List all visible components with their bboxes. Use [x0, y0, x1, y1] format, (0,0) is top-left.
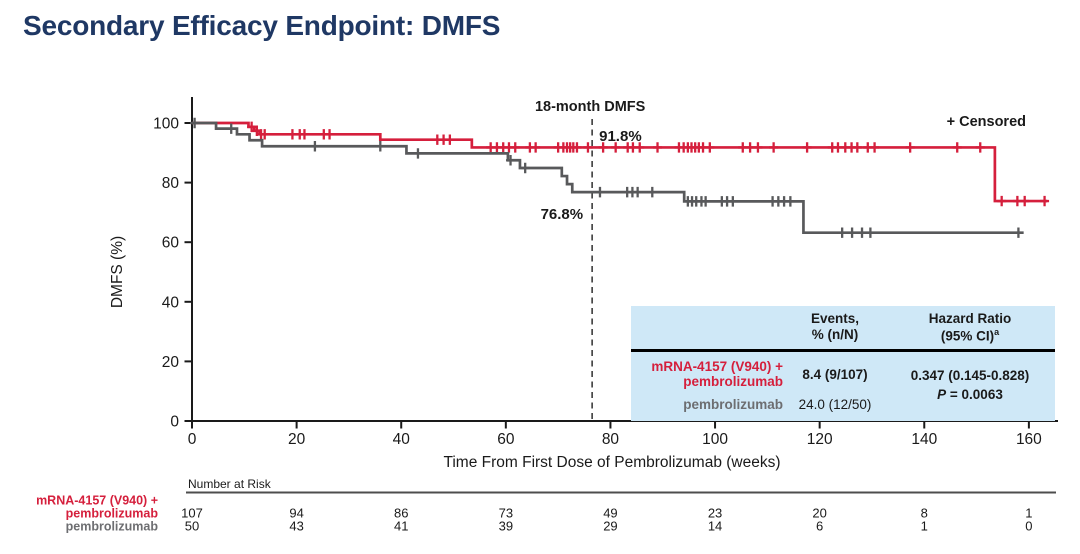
risk-count: 8 [921, 506, 928, 521]
risk-count: 1 [921, 519, 928, 534]
x-axis-title: Time From First Dose of Pembrolizumab (w… [443, 454, 780, 471]
risk-count: 0 [1025, 519, 1032, 534]
censor-marks-mrna4157-pembrolizumab [247, 121, 1050, 207]
rate-label-pembro: 76.8% [541, 206, 584, 223]
timepoint-label: 18-month DMFS [535, 99, 646, 115]
risk-count: 23 [708, 506, 722, 521]
header-hazard-ratio: Hazard Ratio (95% CI)a [928, 311, 1012, 344]
x-tick-label: 100 [702, 431, 728, 448]
hazard-ratio-value: 0.347 (0.145-0.828) P = 0.0063 [910, 367, 1030, 402]
risk-count: 14 [708, 519, 722, 534]
page-title: Secondary Efficacy Endpoint: DMFS [23, 10, 501, 41]
y-tick-label: 100 [153, 116, 179, 133]
y-axis-title: DMFS (%) [109, 236, 126, 308]
risk-count: 94 [289, 506, 303, 521]
annotations: 18-month DMFS 91.8% 76.8% + Censored [535, 99, 1026, 420]
y-tick-label: 60 [162, 235, 180, 252]
y-tick-label: 80 [162, 175, 180, 192]
x-tick-label: 140 [911, 431, 937, 448]
rate-label-mrna: 91.8% [599, 128, 642, 145]
axes: 0 20 40 60 80 100 0 20 40 60 80 100 120 140 160 Time Fr… [109, 97, 1058, 471]
x-tick-label: 160 [1016, 431, 1042, 448]
risk-count: 6 [816, 519, 823, 534]
events-mrna4157: 8.4 (9/107) [802, 366, 868, 382]
results-table-header: Events, % (n/N) Hazard Ratio (95% CI)a [631, 306, 1055, 352]
row-label-pembrolizumab: pembrolizumab [683, 396, 783, 412]
risk-count: 39 [499, 519, 513, 534]
x-tick-label: 20 [288, 431, 306, 448]
header-empty-cell [631, 311, 785, 345]
risk-count: 50 [185, 519, 199, 534]
risk-count: 73 [499, 506, 513, 521]
risk-count: 20 [812, 506, 826, 521]
censor-marks-pembrolizumab [190, 117, 1023, 238]
censored-legend: + Censored [947, 114, 1026, 130]
risk-count: 1 [1025, 506, 1032, 521]
number-at-risk-title: Number at Risk [188, 477, 272, 491]
y-tick-label: 20 [162, 354, 180, 371]
row-label-mrna4157: mRNA-4157 (V940) + pembrolizumab [651, 358, 783, 390]
risk-count: 43 [289, 519, 303, 534]
series-mrna4157-pembrolizumab [192, 121, 1050, 207]
x-tick-label: 0 [188, 431, 197, 448]
risk-count: 29 [603, 519, 617, 534]
y-tick-label: 40 [162, 294, 180, 311]
y-tick-label: 0 [170, 414, 179, 431]
results-table: Events, % (n/N) Hazard Ratio (95% CI)a m… [631, 306, 1055, 422]
x-tick-label: 80 [602, 431, 620, 448]
risk-row-label: mRNA-4157 (V940) + [36, 494, 158, 508]
footnote-marker: a [994, 327, 1000, 338]
risk-row-label: pembrolizumab [66, 507, 159, 521]
risk-count: 41 [394, 519, 408, 534]
x-tick-label: 120 [807, 431, 833, 448]
risk-row-label: pembrolizumab [66, 520, 159, 534]
x-tick-label: 40 [393, 431, 411, 448]
x-tick-label: 60 [497, 431, 515, 448]
risk-count: 86 [394, 506, 408, 521]
results-table-body: mRNA-4157 (V940) + pembrolizumab 8.4 (9/… [631, 352, 1055, 422]
risk-count: 107 [181, 506, 203, 521]
risk-count: 49 [603, 506, 617, 521]
events-pembrolizumab: 24.0 (12/50) [798, 397, 872, 413]
series-pembrolizumab [190, 117, 1024, 238]
header-events: Events, % (n/N) [810, 311, 860, 343]
